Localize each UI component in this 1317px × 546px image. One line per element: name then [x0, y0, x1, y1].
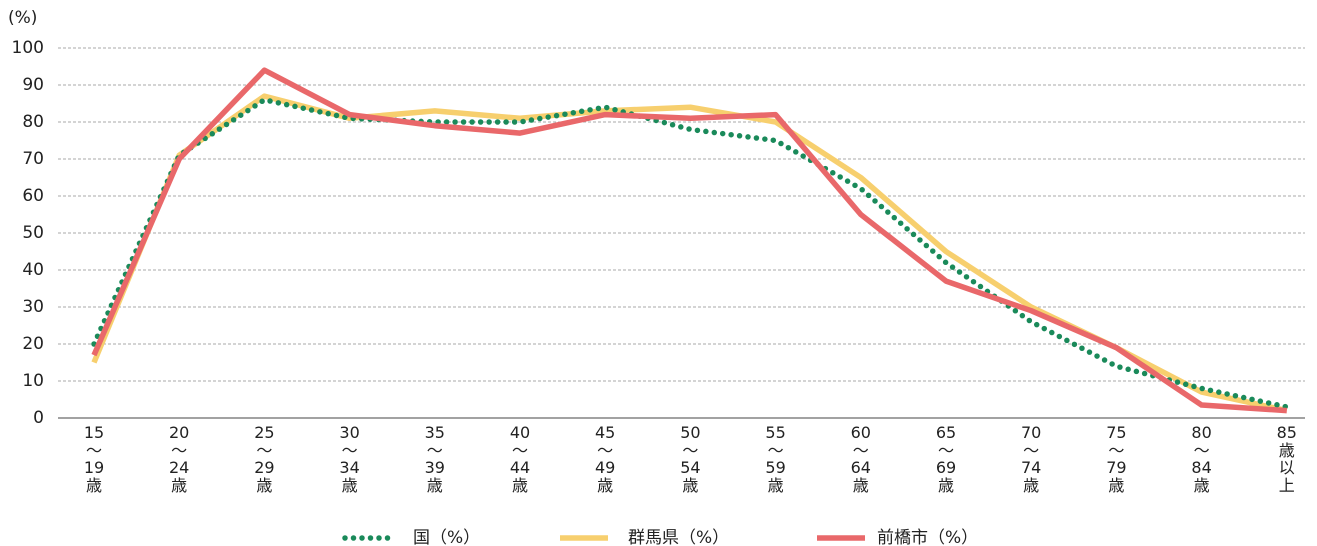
- x-tick-label: 15～19歳: [83, 423, 105, 495]
- y-tick-label: 70: [22, 149, 44, 169]
- y-tick-label: 80: [22, 112, 44, 132]
- legend-label: 群馬県（%）: [628, 528, 729, 546]
- y-axis-unit: (%): [8, 8, 37, 28]
- x-tick-label: 85歳以上: [1276, 423, 1297, 495]
- x-tick-label: 55～59歳: [765, 423, 786, 495]
- y-tick-label: 90: [22, 75, 44, 95]
- y-tick-label: 20: [22, 334, 44, 354]
- y-tick-label: 0: [33, 408, 44, 428]
- legend-label: 国（%）: [413, 528, 480, 546]
- x-tick-label: 45～49歳: [595, 423, 616, 495]
- series-line: [91, 93, 1288, 414]
- y-tick-label: 50: [22, 223, 44, 243]
- y-tick-label: 10: [22, 371, 44, 391]
- y-tick-label: 30: [22, 297, 44, 317]
- y-tick-label: 40: [22, 260, 44, 280]
- x-tick-label: 50～54歳: [680, 423, 701, 495]
- y-tick-label: 60: [22, 186, 44, 206]
- x-tick-label: 35～39歳: [424, 423, 445, 495]
- x-tick-label: 40～44歳: [509, 423, 531, 495]
- x-tick-label: 65～69歳: [935, 423, 957, 495]
- series-line: [91, 67, 1287, 414]
- x-tick-label: 80～84歳: [1191, 423, 1212, 495]
- x-tick-label: 60～64歳: [850, 423, 871, 495]
- x-tick-label: 25～29歳: [254, 423, 275, 495]
- x-tick-label: 20～24歳: [169, 423, 190, 495]
- legend-label: 前橋市（%）: [877, 528, 978, 546]
- x-tick-label: 30～34歳: [339, 423, 360, 495]
- y-tick-label: 100: [12, 38, 44, 58]
- x-tick-label: 75～79歳: [1106, 423, 1127, 495]
- series-line: [91, 97, 1290, 410]
- x-tick-label: 70～74歳: [1021, 423, 1042, 495]
